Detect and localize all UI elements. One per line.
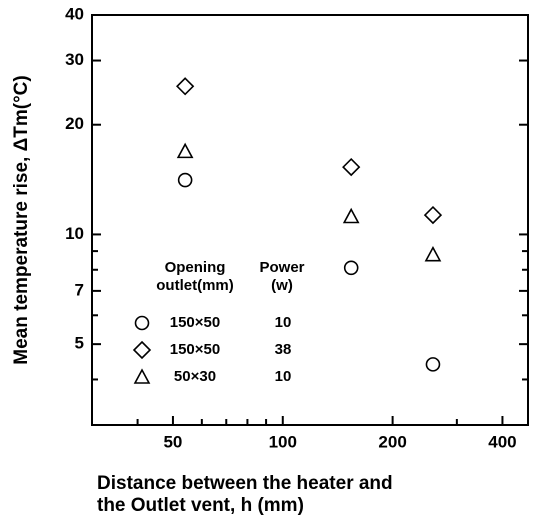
x-axis-label: the Outlet vent, h (mm) (97, 495, 304, 516)
legend-header: outlet(mm) (156, 277, 234, 294)
y-tick-label: 40 (65, 4, 84, 23)
y-tick-label: 30 (65, 50, 84, 69)
x-tick-label: 200 (378, 432, 406, 451)
marker-triangle (342, 207, 360, 224)
marker-diamond (176, 77, 195, 96)
legend-header: Power (259, 259, 304, 276)
marker-triangle (176, 142, 194, 159)
marker-circle (134, 315, 150, 331)
marker-diamond (342, 157, 361, 177)
marker-circle (177, 172, 193, 188)
legend-power: 38 (275, 341, 292, 358)
legend-label: 150×50 (170, 341, 220, 358)
marker-triangle (133, 368, 151, 384)
y-tick-label: 7 (75, 280, 84, 299)
y-axis-label: Mean temperature rise, ΔTm(°C) (11, 75, 32, 364)
legend-power: 10 (275, 368, 292, 385)
marker-diamond (132, 340, 152, 360)
marker-circle (343, 260, 359, 276)
y-tick-label: 20 (65, 114, 84, 133)
x-tick-label: 50 (163, 432, 182, 451)
legend-label: 50×30 (174, 368, 216, 385)
marker-triangle (424, 245, 442, 262)
x-tick-label: 400 (488, 432, 516, 451)
y-tick-label: 5 (75, 334, 84, 353)
plot-frame (91, 14, 529, 426)
legend-header: (w) (271, 277, 293, 294)
x-axis-label: Distance between the heater and (97, 473, 393, 494)
y-tick-label: 10 (65, 224, 84, 243)
legend-header: Opening (165, 259, 226, 276)
marker-circle (425, 357, 441, 372)
x-tick-label: 100 (269, 432, 297, 451)
legend-power: 10 (275, 314, 292, 331)
legend-label: 150×50 (170, 314, 220, 331)
marker-diamond (423, 205, 443, 225)
